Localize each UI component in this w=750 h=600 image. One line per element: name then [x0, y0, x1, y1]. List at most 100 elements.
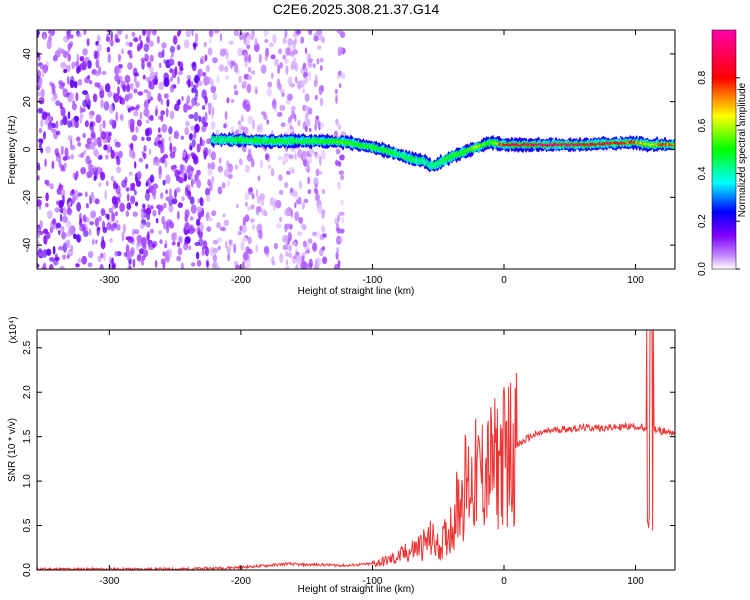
y-tick-label: 40	[22, 48, 33, 60]
spectrogram-noise-blob	[223, 169, 229, 178]
spectrogram-noise-blob	[322, 256, 328, 265]
spectrogram-noise-blob	[217, 165, 224, 173]
spectrogram-noise-blob	[233, 260, 238, 266]
spectrogram-noise-blob	[87, 262, 93, 268]
spectrogram-noise-blob	[133, 75, 137, 83]
spectrogram-noise-blob	[195, 218, 201, 227]
spectrogram-noise-blob	[211, 210, 217, 217]
spectrogram-noise-blob	[169, 45, 176, 54]
spectrogram-noise-blob	[139, 223, 145, 230]
spectrogram-noise-blob	[110, 223, 115, 232]
spectrogram-noise-blob	[271, 72, 274, 79]
spectrogram-noise-blob	[115, 111, 119, 122]
spectrogram-noise-blob	[247, 206, 251, 211]
spectrogram-noise-blob	[199, 196, 203, 206]
spectrogram-noise-blob	[196, 206, 203, 213]
spectrogram-noise-blob	[39, 220, 43, 229]
spectrogram-noise-blob	[206, 259, 209, 268]
spectrogram-noise-blob	[45, 192, 49, 202]
spectrogram-noise-blob	[178, 61, 184, 69]
spectrogram-noise-blob	[289, 187, 294, 193]
spectrogram-noise-blob	[37, 229, 41, 239]
spectrogram-noise-blob	[307, 107, 313, 115]
spectrogram-noise-blob	[257, 206, 262, 213]
spectrogram-noise-blob	[255, 188, 259, 198]
spectrogram-noise-blob	[72, 100, 76, 106]
spectrogram-noise-blob	[88, 80, 93, 85]
spectrogram-noise-blob	[316, 58, 320, 65]
spectrogram-noise-blob	[88, 111, 95, 116]
snr-y-multiplier: (x10⁴)	[8, 316, 19, 343]
spectrogram-noise-blob	[241, 224, 247, 234]
spectrogram-noise-blob	[164, 93, 169, 99]
spectrogram-noise-blob	[111, 212, 116, 222]
spectrogram-noise-blob	[130, 186, 136, 192]
spectrogram-noise-blob	[146, 35, 150, 44]
spectrogram-noise-blob	[177, 75, 180, 85]
spectrogram-noise-blob	[307, 62, 313, 69]
spectrogram-noise-blob	[168, 195, 174, 200]
spectrogram-noise-blob	[302, 240, 307, 248]
spectrogram-noise-blob	[339, 154, 345, 161]
spectrogram-noise-blob	[247, 75, 253, 81]
spectrogram-noise-blob	[319, 156, 322, 166]
spectrogram-noise-blob	[71, 61, 76, 69]
spectrogram-noise-blob	[62, 50, 68, 59]
spectrogram-noise-blob	[205, 64, 210, 73]
spectrogram-noise-blob	[288, 252, 293, 258]
spectrogram-noise-blob	[150, 205, 154, 210]
spectrogram-noise-blob	[178, 235, 183, 244]
spectrogram-noise-blob	[172, 165, 177, 173]
spectrogram-noise-blob	[216, 237, 222, 243]
spectrogram-noise-blob	[295, 251, 300, 256]
spectrogram-noise-blob	[138, 157, 144, 163]
spectrogram-noise-blob	[243, 126, 249, 135]
spectrogram-noise-blob	[143, 43, 150, 52]
spectrogram-noise-blob	[196, 179, 202, 189]
spectrogram-noise-blob	[278, 189, 284, 195]
spectrogram-noise-blob	[168, 136, 172, 142]
spectrogram-noise-blob	[283, 58, 289, 64]
y-tick-label: 20	[22, 96, 33, 108]
spectrogram-noise-blob	[95, 114, 102, 124]
spectrogram-noise-blob	[210, 151, 216, 161]
colorbar-tick-label: 0.4	[697, 166, 708, 180]
spectrogram-noise-blob	[81, 107, 86, 113]
spectrogram-noise-blob	[201, 89, 207, 100]
spectrogram-noise-blob	[211, 106, 215, 116]
spectrogram-noise-blob	[246, 34, 251, 43]
spectrogram-noise-blob	[227, 59, 231, 66]
spectrogram-noise-blob	[82, 132, 86, 139]
spectrogram-noise-blob	[155, 217, 159, 224]
spectrogram-noise-blob	[300, 223, 306, 230]
spectrogram-noise-blob	[303, 198, 309, 204]
spectrogram-noise-blob	[284, 30, 288, 38]
spectrogram-noise-blob	[315, 231, 321, 239]
spectrogram-noise-blob	[55, 130, 61, 136]
spectrogram-noise-blob	[225, 75, 229, 80]
spectrogram-noise-blob	[274, 58, 279, 67]
spectrogram-noise-blob	[49, 183, 54, 190]
spectrogram-noise-blob	[186, 100, 189, 109]
spectrogram-noise-blob	[216, 74, 220, 84]
spectrogram-noise-blob	[154, 71, 158, 77]
snr-panel: -300 -200 -100 0 100 0.0 0.5 1.0 1.5 2.0 2.5 Heig…	[7, 316, 676, 595]
spectrogram-noise-blob	[190, 262, 196, 267]
spectrogram-noise-blob	[104, 189, 107, 200]
snr-y-label: SNR (10 * v/v)	[7, 418, 18, 482]
spectrogram-noise-blob	[230, 98, 235, 104]
spectrogram-noise-blob	[162, 154, 169, 159]
spectrogram-noise-blob	[188, 114, 195, 119]
spectrogram-noise-blob	[135, 81, 140, 88]
spectrogram-noise-blob	[271, 99, 277, 110]
spectrogram-noise-blob	[61, 231, 67, 240]
spectrogram-noise-blob	[75, 170, 79, 179]
spectrogram-noise-blob	[294, 76, 298, 84]
spectrogram-noise-blob	[282, 156, 289, 163]
spectrogram-noise-blob	[191, 179, 197, 184]
spectrogram-noise-blob	[296, 255, 301, 265]
spectrogram-noise-blob	[335, 148, 341, 155]
spectrogram-noise-blob	[317, 45, 322, 50]
spectrogram-noise-blob	[201, 250, 206, 256]
spectrogram-noise-blob	[42, 262, 47, 269]
